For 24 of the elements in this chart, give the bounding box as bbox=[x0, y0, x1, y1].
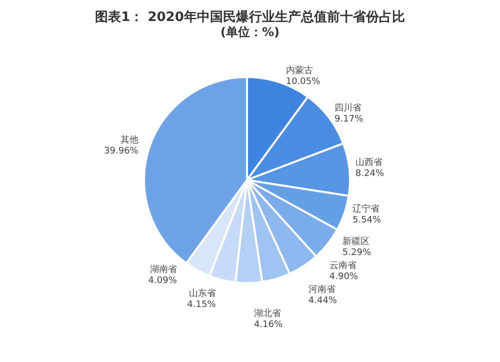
data-label: 8.24% bbox=[355, 169, 384, 180]
data-label: 5.54% bbox=[352, 216, 382, 226]
data-label: 4.15% bbox=[187, 300, 216, 310]
slice-label: 湖北省 bbox=[254, 308, 281, 320]
slice-label: 云南省 bbox=[329, 260, 356, 272]
data-label: 4.16% bbox=[254, 320, 283, 330]
slice-label: 其他 bbox=[120, 134, 138, 146]
slice-label: 山西省 bbox=[355, 157, 382, 168]
slice-label: 四川省 bbox=[334, 102, 362, 114]
chart-subtitle: (单位：%) bbox=[220, 25, 280, 39]
chart-title: 图表1： 2020年中国民爆行业生产总值前十省份占比 bbox=[95, 9, 405, 25]
data-label: 4.44% bbox=[308, 296, 338, 306]
slice-label: 湖南省 bbox=[150, 264, 177, 276]
slice-label: 内蒙古 bbox=[286, 64, 313, 76]
data-label: 10.05% bbox=[286, 76, 321, 87]
slice-label: 辽宁省 bbox=[352, 204, 380, 215]
data-label: 9.17% bbox=[334, 114, 364, 124]
slice-label: 山东省 bbox=[188, 288, 216, 300]
data-label: 4.90% bbox=[329, 272, 358, 282]
data-label: 39.96% bbox=[104, 146, 139, 157]
slice-label: 新疆区 bbox=[342, 236, 370, 248]
data-label: 4.09% bbox=[148, 276, 178, 286]
data-label: 5.29% bbox=[342, 248, 372, 258]
slice-label: 河南省 bbox=[308, 284, 336, 296]
